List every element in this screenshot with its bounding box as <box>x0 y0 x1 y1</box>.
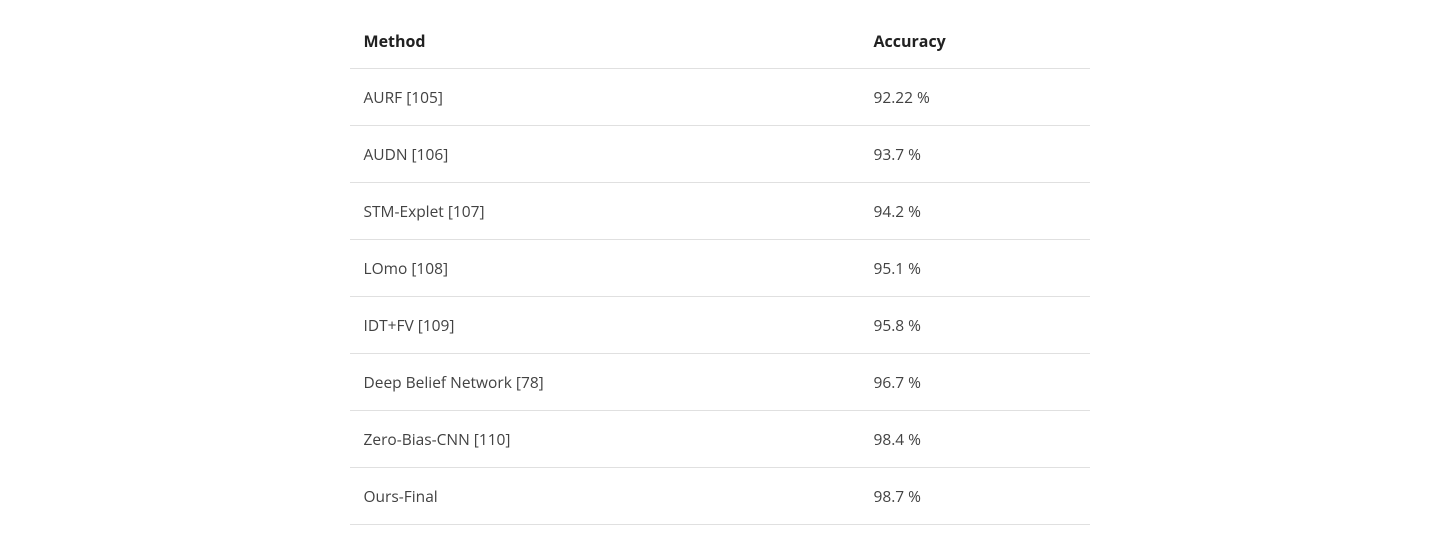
cell-accuracy: 98.4 % <box>860 411 1090 468</box>
cell-accuracy: 93.7 % <box>860 126 1090 183</box>
cell-method: IDT+FV [109] <box>350 297 860 354</box>
table-row: STM-Explet [107] 94.2 % <box>350 183 1090 240</box>
cell-accuracy: 98.7 % <box>860 468 1090 525</box>
results-table: Method Accuracy AURF [105] 92.22 % AUDN … <box>350 14 1090 525</box>
cell-method: Zero-Bias-CNN [110] <box>350 411 860 468</box>
results-table-container: Method Accuracy AURF [105] 92.22 % AUDN … <box>350 14 1090 525</box>
table-row: AUDN [106] 93.7 % <box>350 126 1090 183</box>
table-row: IDT+FV [109] 95.8 % <box>350 297 1090 354</box>
table-row: Deep Belief Network [78] 96.7 % <box>350 354 1090 411</box>
cell-method: AURF [105] <box>350 69 860 126</box>
cell-accuracy: 92.22 % <box>860 69 1090 126</box>
cell-method: STM-Explet [107] <box>350 183 860 240</box>
cell-accuracy: 94.2 % <box>860 183 1090 240</box>
cell-method: LOmo [108] <box>350 240 860 297</box>
table-row: AURF [105] 92.22 % <box>350 69 1090 126</box>
cell-method: AUDN [106] <box>350 126 860 183</box>
cell-accuracy: 96.7 % <box>860 354 1090 411</box>
cell-method: Deep Belief Network [78] <box>350 354 860 411</box>
column-header-method: Method <box>350 14 860 69</box>
cell-accuracy: 95.1 % <box>860 240 1090 297</box>
table-header-row: Method Accuracy <box>350 14 1090 69</box>
table-row: Ours-Final 98.7 % <box>350 468 1090 525</box>
column-header-accuracy: Accuracy <box>860 14 1090 69</box>
table-row: LOmo [108] 95.1 % <box>350 240 1090 297</box>
table-row: Zero-Bias-CNN [110] 98.4 % <box>350 411 1090 468</box>
cell-accuracy: 95.8 % <box>860 297 1090 354</box>
cell-method: Ours-Final <box>350 468 860 525</box>
